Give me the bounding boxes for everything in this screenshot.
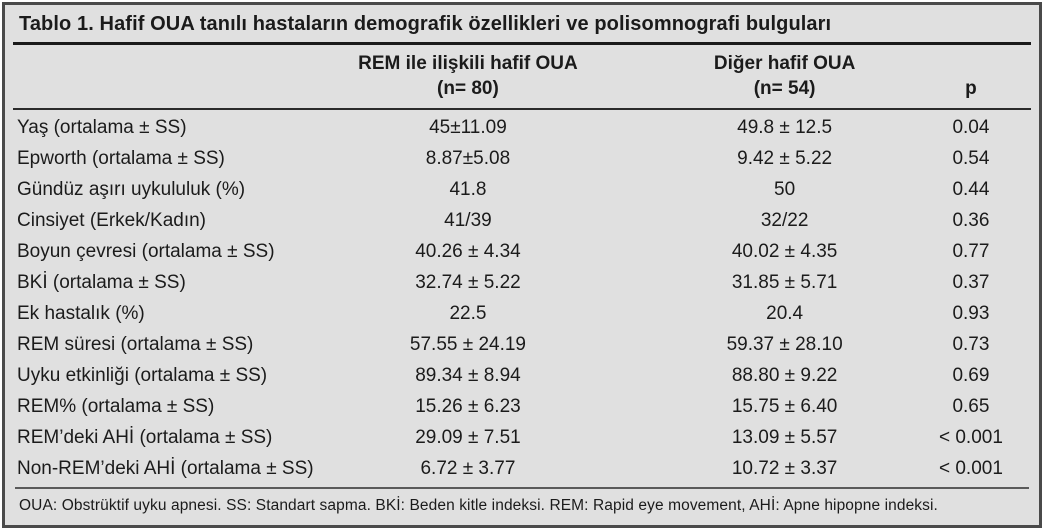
table-row: REM% (ortalama ± SS) 15.26 ± 6.23 15.75 …	[5, 392, 1039, 423]
other-value: 50	[774, 178, 796, 200]
table-row: BKİ (ortalama ± SS) 32.74 ± 5.22 31.85 ±…	[5, 267, 1039, 298]
p-value: 0.36	[952, 209, 990, 231]
row-label: Boyun çevresi (ortalama ± SS)	[17, 240, 275, 262]
rem-value: 89.34 ± 8.94	[415, 365, 521, 387]
other-value: 20.4	[766, 303, 804, 325]
other-value: 59.37 ± 28.10	[726, 334, 843, 356]
rem-value: 57.55 ± 24.19	[409, 334, 526, 356]
p-value: 0.04	[952, 116, 990, 138]
table-row: Yaş (ortalama ± SS) 45±11.09 49.8 ± 12.5…	[5, 112, 1039, 143]
other-value: 13.09 ± 5.57	[731, 427, 838, 449]
footnote-divider	[15, 487, 1029, 489]
rem-value: 15.26 ± 6.23	[415, 396, 521, 418]
p-value: < 0.001	[938, 458, 1003, 480]
header-row-counts: (n= 80) (n= 54) p	[5, 76, 1039, 101]
row-label: Yaş (ortalama ± SS)	[17, 116, 187, 138]
p-value: 0.77	[952, 240, 990, 262]
other-value: 88.80 ± 9.22	[731, 365, 838, 387]
row-label: Non-REM’deki AHİ (ortalama ± SS)	[17, 458, 314, 480]
table-row: Gündüz aşırı uykululuk (%) 41.8 50 0.44	[5, 174, 1039, 205]
header-group2-label: Diğer hafif OUA	[713, 53, 856, 74]
p-value: 0.54	[952, 147, 990, 169]
header-row-labels: REM ile ilişkili hafif OUA Diğer hafif O…	[5, 51, 1039, 76]
rem-value: 41/39	[444, 209, 492, 231]
rem-value: 22.5	[449, 303, 487, 325]
row-label: Ek hastalık (%)	[17, 303, 145, 325]
p-value: 0.69	[952, 365, 990, 387]
rem-value: 40.26 ± 4.34	[415, 240, 521, 262]
rem-value: 6.72 ± 3.77	[420, 458, 516, 480]
table-row: Epworth (ortalama ± SS) 8.87±5.08 9.42 ±…	[5, 143, 1039, 174]
header-divider	[13, 108, 1031, 110]
other-value: 40.02 ± 4.35	[731, 240, 838, 262]
rem-value: 29.09 ± 7.51	[415, 427, 521, 449]
p-value: 0.37	[952, 271, 990, 293]
other-value: 10.72 ± 3.37	[731, 458, 838, 480]
other-value: 32/22	[760, 209, 809, 231]
row-label: Uyku etkinliği (ortalama ± SS)	[17, 365, 268, 387]
row-label: BKİ (ortalama ± SS)	[17, 271, 186, 293]
row-label: REM% (ortalama ± SS)	[17, 396, 215, 418]
other-value: 9.42 ± 5.22	[737, 147, 833, 169]
table-row: Boyun çevresi (ortalama ± SS) 40.26 ± 4.…	[5, 236, 1039, 267]
p-value: 0.44	[952, 178, 990, 200]
row-label: REM süresi (ortalama ± SS)	[17, 334, 254, 356]
title-divider	[13, 42, 1031, 45]
table-body: Yaş (ortalama ± SS) 45±11.09 49.8 ± 12.5…	[5, 110, 1039, 487]
other-value: 31.85 ± 5.71	[731, 271, 838, 293]
header-p-label: p	[965, 78, 977, 99]
p-value: 0.73	[952, 334, 990, 356]
row-label: Cinsiyet (Erkek/Kadın)	[17, 209, 207, 231]
table-header: REM ile ilişkili hafif OUA Diğer hafif O…	[5, 45, 1039, 108]
p-value: 0.93	[952, 303, 990, 325]
header-group2-n: (n= 54)	[753, 78, 816, 99]
table-row: Ek hastalık (%) 22.5 20.4 0.93	[5, 299, 1039, 330]
rem-value: 45±11.09	[429, 116, 507, 138]
rem-value: 32.74 ± 5.22	[415, 271, 521, 293]
table-row: REM süresi (ortalama ± SS) 57.55 ± 24.19…	[5, 330, 1039, 361]
other-value: 49.8 ± 12.5	[737, 116, 833, 138]
table-title: Tablo 1. Hafif OUA tanılı hastaların dem…	[19, 13, 832, 35]
table-row: Non-REM’deki AHİ (ortalama ± SS) 6.72 ± …	[5, 454, 1039, 485]
row-label: Gündüz aşırı uykululuk (%)	[17, 178, 246, 200]
rem-value: 8.87±5.08	[425, 147, 511, 169]
p-value: < 0.001	[938, 427, 1003, 449]
rem-value: 41.8	[449, 178, 487, 200]
table-row: REM’deki AHİ (ortalama ± SS) 29.09 ± 7.5…	[5, 423, 1039, 454]
table-footnote: OUA: Obstrüktif uyku apnesi. SS: Standar…	[19, 497, 938, 514]
p-value: 0.65	[952, 396, 990, 418]
header-group1-label: REM ile ilişkili hafif OUA	[358, 53, 578, 74]
row-label: REM’deki AHİ (ortalama ± SS)	[17, 427, 273, 449]
other-value: 15.75 ± 6.40	[731, 396, 838, 418]
header-group1-n: (n= 80)	[437, 78, 499, 99]
row-label: Epworth (ortalama ± SS)	[17, 147, 225, 169]
table-row: Uyku etkinliği (ortalama ± SS) 89.34 ± 8…	[5, 361, 1039, 392]
table-row: Cinsiyet (Erkek/Kadın) 41/39 32/22 0.36	[5, 205, 1039, 236]
